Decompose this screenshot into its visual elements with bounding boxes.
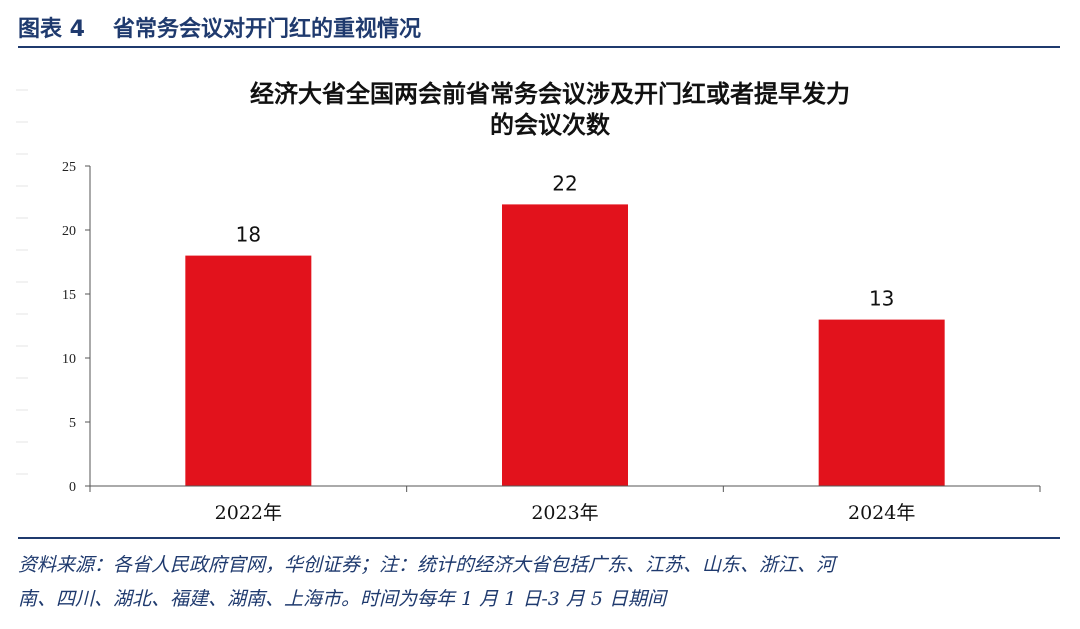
footer-rule bbox=[18, 537, 1060, 539]
y-tick-label: 10 bbox=[62, 352, 76, 367]
data-label: 18 bbox=[236, 223, 261, 247]
y-tick-label: 25 bbox=[62, 160, 76, 175]
data-label: 22 bbox=[552, 171, 577, 195]
figure-header: 图表 4 省常务会议对开门红的重视情况 bbox=[18, 10, 421, 44]
y-tick-label: 20 bbox=[62, 224, 76, 239]
chart-title: 经济大省全国两会前省常务会议涉及开门红或者提早发力 的会议次数 bbox=[130, 78, 970, 140]
category-label: 2024年 bbox=[848, 502, 915, 524]
category-label: 2023年 bbox=[531, 502, 598, 524]
y-axis-ticks bbox=[16, 89, 90, 487]
labels-group: 0 5 10 15 20 25 18 2022年 22 2023年 13 2024年 bbox=[62, 160, 915, 524]
y-tick-label: 5 bbox=[69, 416, 76, 431]
header-rule bbox=[18, 46, 1060, 48]
x-axis-ticks bbox=[89, 486, 1041, 492]
y-tick-label: 0 bbox=[69, 480, 76, 495]
y-tick-label: 15 bbox=[62, 288, 76, 303]
chart-title-line-1: 经济大省全国两会前省常务会议涉及开门红或者提早发力 bbox=[250, 79, 850, 108]
bars-group bbox=[185, 204, 945, 486]
data-label: 13 bbox=[869, 287, 894, 311]
source-line-1: 资料来源：各省人民政府官网，华创证券；注：统计的经济大省包括广东、江苏、山东、浙… bbox=[18, 554, 836, 576]
figure-title: 省常务会议对开门红的重视情况 bbox=[112, 17, 421, 42]
source-line-2: 南、四川、湖北、福建、湖南、上海市。时间为每年 1 月 1 日-3 月 5 日期… bbox=[18, 588, 667, 610]
bar-2022年 bbox=[185, 255, 312, 486]
category-label: 2022年 bbox=[215, 502, 282, 524]
bar-2024年 bbox=[818, 319, 945, 486]
bar-2023年 bbox=[502, 204, 628, 486]
figure-label: 图表 4 bbox=[18, 17, 85, 42]
chart-title-line-2: 的会议次数 bbox=[490, 110, 610, 139]
source-note: 资料来源：各省人民政府官网，华创证券；注：统计的经济大省包括广东、江苏、山东、浙… bbox=[18, 548, 1060, 616]
